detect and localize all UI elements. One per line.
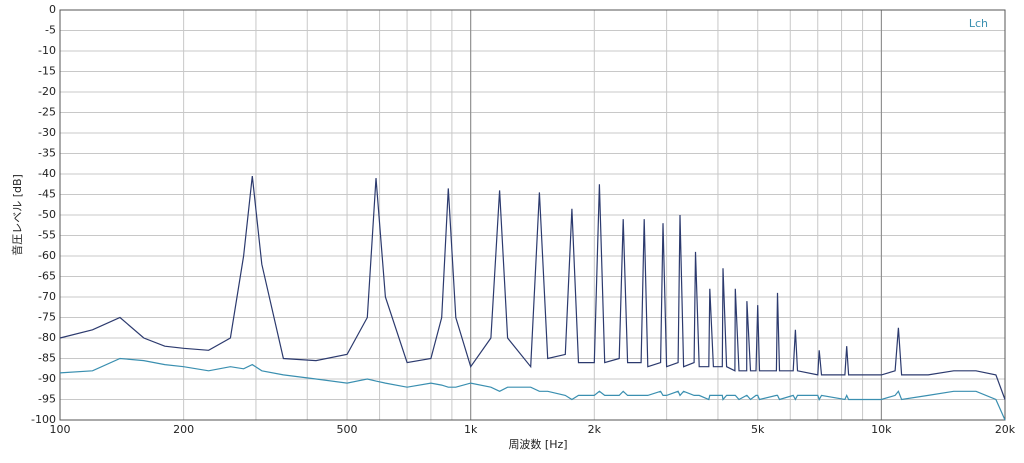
y-tick-label: -60 <box>38 249 56 262</box>
y-tick-label: -45 <box>38 188 56 201</box>
series-line <box>59 176 1006 400</box>
y-tick-label: -70 <box>38 290 56 303</box>
y-tick-label: -40 <box>38 167 56 180</box>
y-tick-label: -75 <box>38 311 56 324</box>
y-tick-label: -95 <box>38 393 56 406</box>
y-tick-label: -5 <box>45 24 56 37</box>
y-tick-label: -90 <box>38 372 56 385</box>
y-tick-label: -80 <box>38 331 56 344</box>
y-tick-label: -50 <box>38 208 56 221</box>
x-tick-label: 100 <box>50 423 71 436</box>
y-tick-label: -35 <box>38 147 56 160</box>
y-tick-label: -100 <box>31 413 56 426</box>
y-tick-label: -25 <box>38 106 56 119</box>
series-line <box>59 357 1006 421</box>
y-tick-label: -30 <box>38 126 56 139</box>
x-tick-label: 20k <box>995 423 1016 436</box>
legend: Lch <box>969 17 988 30</box>
x-tick-label: 5k <box>751 423 765 436</box>
y-tick-label: -15 <box>38 65 56 78</box>
y-tick-label: -65 <box>38 270 56 283</box>
x-tick-label: 1k <box>464 423 478 436</box>
x-axis-label: 周波数 [Hz] <box>508 438 567 451</box>
y-axis-label: 音圧レベル [dB] <box>10 174 24 256</box>
y-tick-label: 0 <box>49 3 56 16</box>
x-tick-label: 200 <box>173 423 194 436</box>
y-tick-label: -85 <box>38 352 56 365</box>
x-tick-label: 10k <box>871 423 892 436</box>
x-tick-label: 2k <box>588 423 602 436</box>
y-tick-label: -20 <box>38 85 56 98</box>
plot-frame <box>59 9 1006 421</box>
y-tick-label: -10 <box>38 44 56 57</box>
x-tick-label: 500 <box>337 423 358 436</box>
y-tick-label: -55 <box>38 229 56 242</box>
